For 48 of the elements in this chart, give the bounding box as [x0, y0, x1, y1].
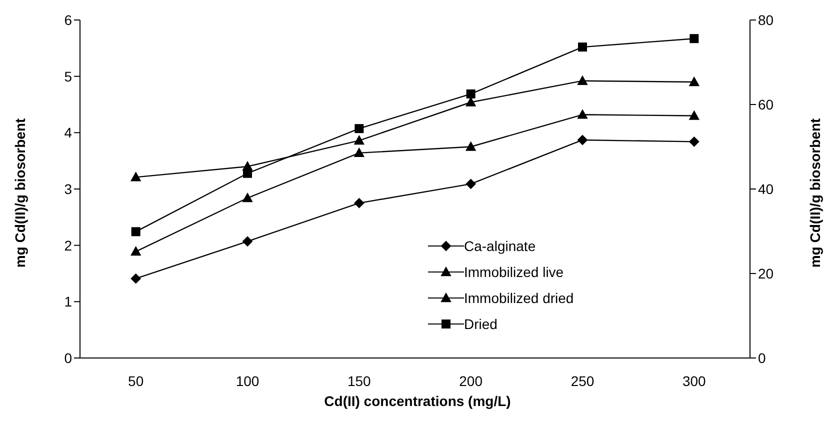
point — [130, 172, 141, 182]
point — [130, 246, 141, 256]
point — [690, 34, 699, 44]
point — [578, 110, 588, 119]
x-tick-label: 250 — [570, 372, 594, 389]
point — [354, 124, 364, 134]
y-tick-label: 4 — [64, 124, 72, 141]
point — [354, 148, 364, 158]
point — [578, 76, 588, 85]
point — [466, 89, 476, 98]
y-tick-label: 1 — [64, 294, 72, 310]
point — [466, 97, 476, 106]
point — [354, 198, 364, 208]
point — [689, 110, 700, 120]
x-tick-label: 200 — [459, 372, 483, 389]
legend-label: Ca-alginate — [464, 238, 536, 254]
x-tick-label: 300 — [682, 372, 706, 389]
y-tick-label: 0 — [64, 350, 72, 366]
point — [578, 134, 588, 145]
point — [242, 236, 252, 246]
y-tick-label: 3 — [64, 180, 72, 197]
point — [354, 136, 364, 145]
x-tick-label: 50 — [128, 372, 144, 389]
x-tick-label: 150 — [347, 372, 372, 389]
point — [130, 274, 141, 284]
point — [689, 76, 700, 86]
y2-tick-label: 0 — [758, 350, 766, 366]
y2-tick-label: 80 — [758, 12, 774, 28]
point — [466, 178, 476, 189]
y2-axis-title: mg Cd(II)/g biosorbent — [807, 118, 823, 268]
x-tick-label: 100 — [236, 372, 260, 389]
legend-label: Dried — [464, 316, 498, 332]
y2-tick-label: 40 — [758, 180, 774, 197]
x-axis-title: Cd(II) concentrations (mg/L) — [323, 392, 512, 410]
point — [242, 193, 252, 202]
point — [466, 142, 476, 151]
point — [578, 42, 587, 52]
y-axis-title: mg Cd(II)/g biosorbent — [12, 118, 28, 268]
y-tick-label: 5 — [64, 68, 72, 84]
y-tick-label: 6 — [64, 12, 72, 28]
point — [689, 136, 700, 147]
legend-label: Immobilized dried — [464, 290, 574, 306]
y2-tick-label: 60 — [758, 96, 774, 112]
point — [243, 168, 252, 178]
legend-label: Immobilized live — [464, 264, 564, 280]
y2-tick-label: 20 — [758, 265, 774, 282]
y-tick-label: 2 — [64, 237, 72, 254]
point — [131, 227, 140, 236]
